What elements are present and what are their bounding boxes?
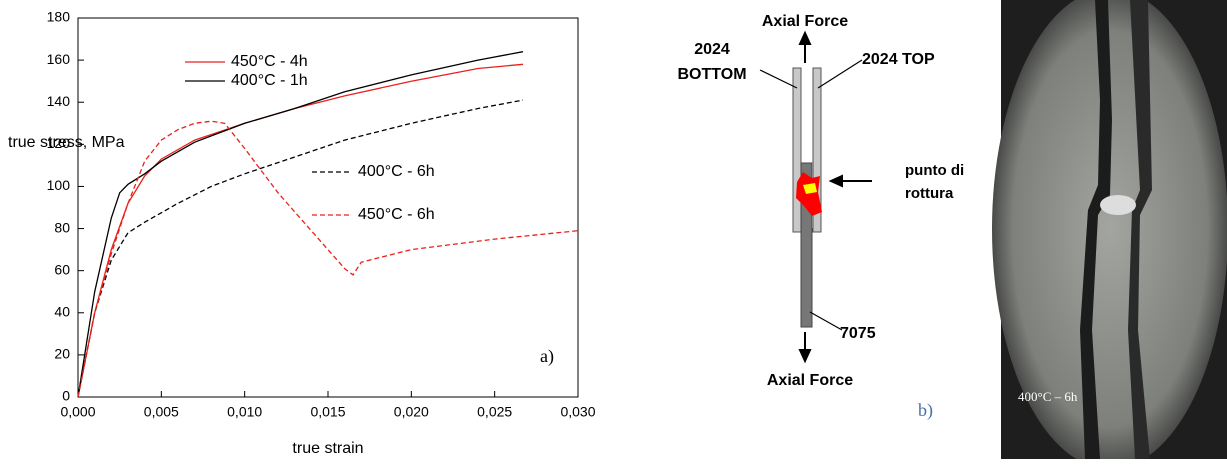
panel-label: a) [540, 346, 554, 367]
x-axis-label: true strain [292, 440, 363, 457]
y-tick-label: 40 [54, 303, 70, 319]
break-label: punto di [905, 162, 964, 179]
photo: 400°C – 6h [992, 0, 1227, 459]
y-tick-label: 100 [47, 177, 71, 193]
bottom-plate-label: 2024 [694, 41, 730, 58]
y-tick-label: 120 [47, 135, 71, 151]
break-label: rottura [905, 185, 954, 202]
force-label: Axial Force [767, 372, 853, 389]
panel-label: b) [918, 400, 933, 421]
x-tick-label: 0,025 [477, 404, 512, 420]
figure: true stress, MPa true strain a) 02040608… [0, 0, 1227, 459]
legend-label: 450°C - 6h [358, 206, 435, 223]
y-tick-label: 160 [47, 51, 71, 67]
y-tick-label: 180 [47, 9, 71, 25]
photo-label: 400°C – 6h [1018, 389, 1078, 404]
bottom-plate-label: BOTTOM [677, 66, 746, 83]
legend-label: 400°C - 6h [358, 163, 435, 180]
x-tick-label: 0,030 [560, 404, 595, 420]
y-tick-label: 140 [47, 93, 71, 109]
x-tick-label: 0,010 [227, 404, 262, 420]
x-tick-label: 0,005 [144, 404, 179, 420]
y-tick-label: 0 [62, 388, 70, 404]
y-tick-label: 20 [54, 346, 70, 362]
top-plate-label: 2024 TOP [862, 51, 935, 68]
force-label: Axial Force [762, 13, 848, 30]
chart: true stress, MPa true strain a) 02040608… [8, 9, 596, 458]
x-tick-label: 0,000 [60, 404, 95, 420]
x-tick-label: 0,020 [394, 404, 429, 420]
y-tick-label: 80 [54, 219, 70, 235]
series-line [78, 121, 578, 397]
x-tick-label: 0,015 [310, 404, 345, 420]
series-line [78, 52, 523, 397]
plate-2024-bottom [793, 68, 801, 232]
diagram: Axial Force 2024 BOTTOM 2024 TOP punto d… [677, 13, 964, 421]
legend-label: 400°C - 1h [231, 72, 308, 89]
inner-plate-label: 7075 [840, 325, 876, 342]
y-tick-label: 60 [54, 261, 70, 277]
series-line [78, 100, 523, 397]
plot-frame [78, 18, 578, 397]
highlight [1100, 195, 1136, 215]
legend-label: 450°C - 4h [231, 53, 308, 70]
series-line [78, 64, 523, 397]
